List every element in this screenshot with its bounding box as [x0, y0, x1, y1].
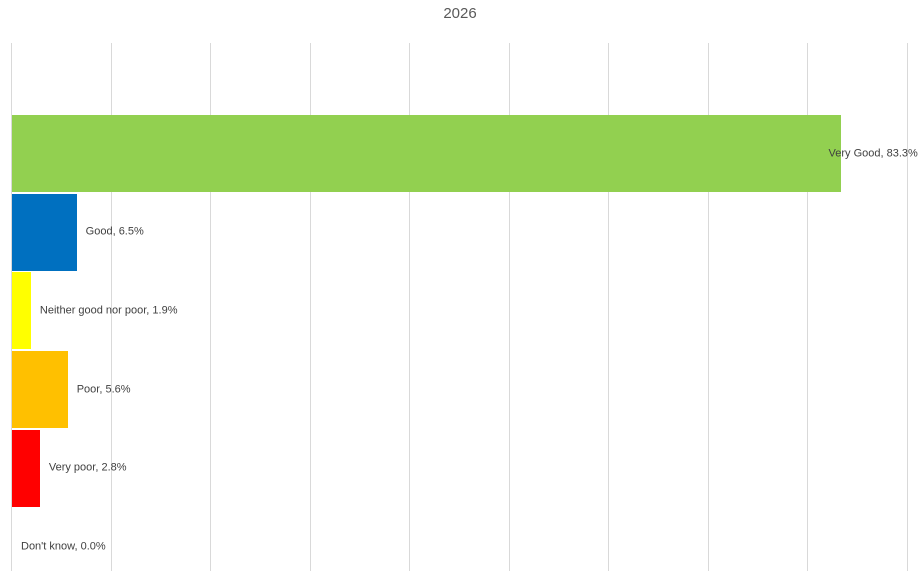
bar-row: Very Good, 83.3%: [12, 115, 918, 192]
gridline: [508, 43, 510, 571]
bar-label: Very Good, 83.3%: [828, 147, 918, 159]
gridline: [906, 43, 908, 571]
bar-row: Very poor, 2.8%: [12, 429, 907, 507]
chart-title: 2026: [443, 5, 477, 22]
gridline: [707, 43, 709, 571]
gridline: [608, 43, 609, 571]
bar-row: Neither good nor poor, 1.9%: [12, 272, 907, 350]
bar-label: Poor, 5.6%: [76, 383, 131, 396]
bar: [12, 429, 40, 507]
bar-label: Don't know, 0.0%: [21, 540, 106, 553]
plot-area: Very Good, 83.3% Good, 6.5% Neither good n…: [11, 43, 918, 571]
bar-row: Poor, 5.6%: [12, 351, 907, 429]
gridline: [11, 43, 12, 571]
gridline: [807, 43, 808, 571]
bar-label: Neither good nor poor, 1.9%: [39, 304, 178, 317]
bar-row: Good, 6.5%: [12, 193, 907, 271]
bar: [12, 272, 31, 350]
gridline: [409, 43, 410, 571]
bar-row: Don't know, 0.0%: [12, 509, 907, 576]
bar: [12, 115, 841, 192]
bar-label: Very poor, 2.8%: [48, 461, 127, 474]
gridline: [210, 43, 211, 571]
bar: [12, 351, 68, 429]
gridline: [110, 43, 112, 571]
gridline: [309, 43, 311, 571]
bar: [12, 193, 77, 271]
bar-label: Good, 6.5%: [85, 225, 144, 238]
